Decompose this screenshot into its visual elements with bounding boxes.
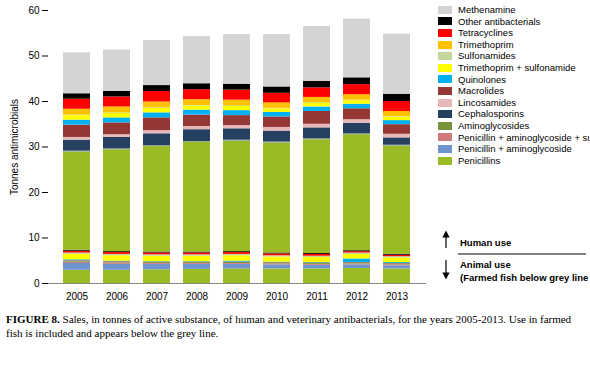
svg-text:0: 0 — [34, 278, 40, 289]
svg-text:(Farmed fish below grey line): (Farmed fish below grey line) — [460, 272, 588, 283]
svg-text:60: 60 — [28, 5, 40, 16]
html-text:Penicillin + aminoglycoside: Penicillin + aminoglycoside — [458, 143, 572, 155]
html-text:Penicillins: Penicillins — [458, 154, 501, 166]
svg-text:2005: 2005 — [66, 291, 89, 302]
svg-text:20: 20 — [28, 187, 40, 198]
svg-text:Animal use: Animal use — [460, 259, 511, 270]
html-text:Macrolides: Macrolides — [458, 85, 504, 97]
html-text:Aminoglycosides: Aminoglycosides — [458, 119, 530, 131]
svg-text:2010: 2010 — [266, 291, 289, 302]
html-text:Quinolones: Quinolones — [458, 73, 507, 85]
svg-text:2006: 2006 — [106, 291, 129, 302]
html-text:Methenamine: Methenamine — [458, 4, 516, 15]
html-text:Sulfonamides: Sulfonamides — [458, 50, 516, 62]
svg-text:2007: 2007 — [146, 291, 169, 302]
html-text:Other antibacterials: Other antibacterials — [458, 15, 541, 27]
svg-text:2013: 2013 — [386, 291, 409, 302]
html-text:Trimethoprim + sulfonamide: Trimethoprim + sulfonamide — [458, 62, 576, 73]
svg-text:2012: 2012 — [346, 291, 369, 302]
svg-text:50: 50 — [28, 50, 40, 61]
svg-text:Human use: Human use — [460, 237, 511, 248]
html-text:Lincosamides: Lincosamides — [458, 96, 517, 108]
svg-text:30: 30 — [28, 141, 40, 152]
svg-text:2009: 2009 — [226, 291, 249, 302]
html-text:Trimethoprim: Trimethoprim — [458, 38, 514, 50]
html-text:FIGURE 8. Sales, in tonnes of: FIGURE 8. Sales, in tonnes of active sub… — [6, 313, 572, 339]
svg-text:10: 10 — [28, 232, 40, 243]
svg-text:40: 40 — [28, 96, 40, 107]
svg-text:2008: 2008 — [186, 291, 209, 302]
html-text:Cephalosporins: Cephalosporins — [458, 108, 524, 120]
svg-text:2011: 2011 — [306, 291, 328, 302]
html-text:Tetracyclines: Tetracyclines — [458, 27, 513, 39]
svg-text:Tonnes antimicrobials: Tonnes antimicrobials — [9, 99, 20, 195]
